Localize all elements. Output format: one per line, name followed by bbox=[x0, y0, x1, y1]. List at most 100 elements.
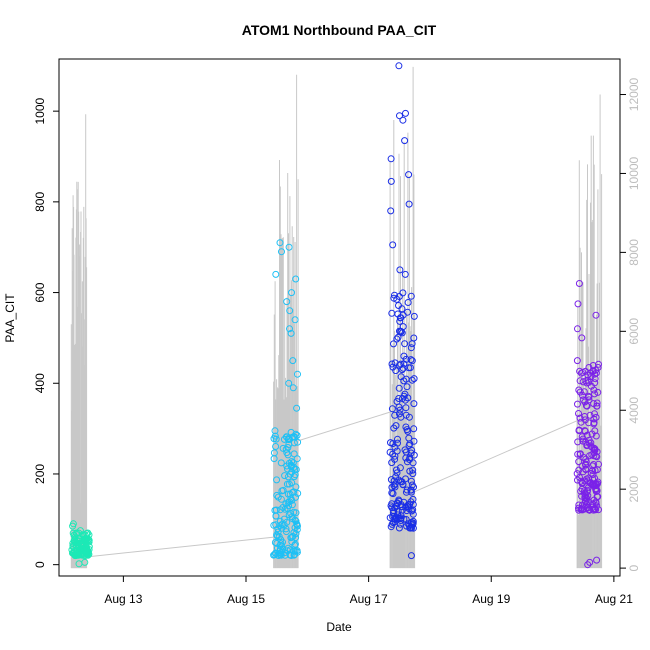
data-point bbox=[576, 451, 584, 458]
data-point bbox=[293, 404, 301, 412]
data-point bbox=[591, 474, 598, 482]
data-point bbox=[581, 398, 589, 406]
data-point bbox=[409, 459, 417, 467]
y-tick-label: 1000 bbox=[33, 97, 47, 124]
data-point bbox=[391, 443, 399, 451]
data-point bbox=[84, 548, 92, 556]
data-point bbox=[576, 414, 584, 422]
data-point bbox=[401, 340, 409, 348]
data-point bbox=[575, 458, 583, 466]
data-point bbox=[410, 400, 418, 408]
chart-title: ATOM1 Northbound PAA_CIT bbox=[242, 22, 437, 38]
data-point bbox=[273, 476, 281, 484]
data-point bbox=[387, 439, 394, 447]
data-point bbox=[405, 200, 413, 208]
data-point bbox=[578, 480, 586, 487]
data-point bbox=[270, 551, 278, 559]
data-point bbox=[584, 486, 591, 494]
data-point bbox=[396, 266, 404, 274]
data-point bbox=[581, 413, 589, 420]
x-tick-label: Aug 21 bbox=[595, 592, 633, 606]
y-tick-label: 200 bbox=[33, 464, 47, 484]
data-point bbox=[585, 396, 593, 404]
data-point bbox=[276, 545, 284, 553]
data-point bbox=[399, 481, 407, 489]
data-point bbox=[396, 317, 404, 325]
data-point bbox=[291, 540, 299, 548]
secondary-connector-line bbox=[74, 409, 584, 559]
data-point bbox=[588, 430, 596, 438]
data-point bbox=[390, 340, 397, 348]
data-point bbox=[387, 155, 395, 163]
data-point bbox=[291, 316, 299, 324]
data-point bbox=[294, 438, 302, 446]
data-point bbox=[75, 539, 83, 547]
data-point bbox=[287, 534, 295, 542]
data-point bbox=[591, 390, 598, 398]
data-point bbox=[292, 534, 300, 542]
data-point bbox=[401, 137, 409, 145]
data-point bbox=[574, 325, 581, 333]
data-point bbox=[293, 455, 301, 463]
data-point bbox=[284, 444, 292, 451]
y2-tick-label: 0 bbox=[627, 564, 641, 571]
data-point bbox=[280, 435, 288, 443]
data-point bbox=[387, 207, 395, 215]
data-point bbox=[283, 433, 291, 441]
data-point bbox=[409, 470, 417, 478]
data-point bbox=[584, 376, 592, 384]
data-point bbox=[276, 551, 284, 558]
data-point bbox=[278, 487, 286, 495]
data-point bbox=[403, 507, 411, 515]
data-point bbox=[594, 388, 602, 396]
data-point bbox=[592, 413, 600, 421]
data-point bbox=[271, 427, 279, 435]
data-point bbox=[279, 538, 286, 546]
data-point bbox=[585, 392, 592, 400]
data-point bbox=[408, 446, 416, 454]
data-point bbox=[582, 491, 590, 499]
data-point bbox=[407, 292, 415, 300]
data-point bbox=[410, 425, 418, 433]
data-point bbox=[395, 476, 403, 484]
data-point bbox=[288, 538, 296, 546]
data-point bbox=[278, 524, 286, 532]
data-point bbox=[409, 510, 417, 518]
data-point bbox=[394, 507, 402, 515]
data-point bbox=[575, 280, 583, 287]
data-point bbox=[83, 549, 91, 557]
data-point bbox=[390, 424, 398, 432]
data-point bbox=[282, 500, 290, 508]
secondary-series bbox=[70, 66, 603, 569]
data-point bbox=[285, 379, 293, 387]
data-point bbox=[576, 388, 584, 396]
y2-tick-label: 8000 bbox=[627, 239, 641, 266]
data-point bbox=[409, 466, 417, 474]
y-tick-label: 400 bbox=[33, 373, 47, 393]
data-point bbox=[590, 420, 598, 428]
y-tick-label: 0 bbox=[33, 561, 47, 568]
data-point bbox=[593, 556, 601, 564]
data-point bbox=[294, 489, 302, 497]
data-point bbox=[391, 455, 399, 463]
data-point bbox=[291, 551, 299, 558]
data-point bbox=[579, 368, 587, 376]
data-point bbox=[272, 443, 280, 450]
data-point bbox=[394, 435, 401, 443]
data-point bbox=[396, 406, 404, 414]
data-point bbox=[285, 243, 293, 251]
data-point bbox=[585, 364, 593, 371]
data-point bbox=[590, 449, 598, 457]
data-point bbox=[589, 481, 597, 489]
data-point bbox=[390, 482, 398, 489]
data-point bbox=[578, 334, 586, 342]
data-point bbox=[391, 291, 398, 299]
data-point bbox=[583, 494, 590, 502]
data-point bbox=[391, 359, 399, 367]
data-point bbox=[291, 516, 299, 524]
data-point bbox=[292, 517, 300, 525]
data-point bbox=[290, 508, 298, 516]
data-point bbox=[388, 405, 396, 413]
data-point bbox=[407, 552, 415, 560]
